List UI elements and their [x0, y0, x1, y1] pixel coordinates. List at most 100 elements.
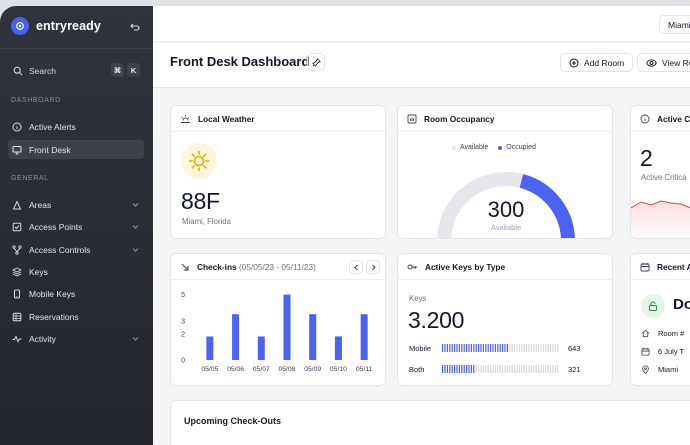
occupancy-value: 300: [487, 197, 525, 222]
chevron-down-icon[interactable]: [132, 246, 139, 253]
room-occupancy-card: Room Occupancy Available Occupied 300 Av…: [397, 105, 613, 239]
key-bar-filled: [456, 365, 458, 373]
key-bar-filled: [449, 365, 451, 373]
key-bar-empty: [545, 344, 547, 352]
key-bar-empty: [552, 365, 554, 373]
prev-week-button[interactable]: [349, 260, 363, 274]
key-bar-empty: [516, 365, 518, 373]
branch-icon: [12, 244, 22, 255]
key-bar-filled: [470, 344, 472, 352]
check-ins-range: (05/05/23 - 05/11/23): [238, 261, 316, 272]
key-bar-empty: [535, 365, 537, 373]
key-bar-empty: [550, 344, 552, 352]
pin-icon: [311, 57, 321, 67]
pulse-icon: [12, 334, 22, 343]
add-room-label: Add Room: [584, 57, 625, 68]
card-title: Upcoming Check-Outs: [184, 416, 282, 426]
card-title: Active Cri: [657, 113, 690, 124]
brand-name: entryready: [36, 19, 101, 33]
calendar-icon: [641, 347, 650, 356]
key-bar-empty: [480, 365, 482, 373]
key-bar-empty: [514, 365, 516, 373]
search-input[interactable]: Search ⌘ K: [9, 61, 142, 80]
key-bar-empty: [533, 365, 535, 373]
key-bar-empty: [518, 344, 520, 352]
pin-button[interactable]: [307, 53, 325, 71]
key-bar-empty: [550, 365, 552, 373]
sidebar-item-activity[interactable]: Activity: [8, 329, 144, 348]
key-bar-filled: [449, 344, 451, 352]
page-title: Front Desk Dashboard: [170, 54, 310, 69]
sidebar-item-access-points[interactable]: Access Points: [8, 217, 144, 236]
chevron-down-icon[interactable]: [132, 223, 139, 230]
key-bar-empty: [526, 365, 528, 373]
sidebar-item-label: Front Desk: [29, 144, 71, 155]
key-bar-filled: [444, 365, 446, 373]
map-pin-icon: [642, 365, 649, 374]
kbd-k: K: [127, 63, 140, 77]
key-bar-empty: [475, 365, 477, 373]
check-ins-title: Check-ins: [197, 261, 237, 272]
chevron-down-icon[interactable]: [132, 335, 139, 342]
chevron-down-icon[interactable]: [132, 201, 139, 208]
key-bar-empty: [521, 344, 523, 352]
key-bar-filled: [468, 344, 470, 352]
key-bar-empty: [482, 365, 484, 373]
keys-total: 3.200: [408, 307, 465, 333]
key-bar-empty: [504, 365, 506, 373]
key-bar-empty: [506, 365, 508, 373]
sidebar-item-reservations[interactable]: Reservations: [8, 307, 144, 326]
key-bar-empty: [540, 365, 542, 373]
key-bar-filled: [473, 344, 475, 352]
key-bar-filled: [487, 344, 489, 352]
sidebar-item-keys[interactable]: Keys: [8, 262, 144, 281]
key-bar-empty: [478, 365, 480, 373]
eye-icon: [646, 58, 657, 67]
key-bar-filled: [497, 344, 499, 352]
key-bar-filled: [475, 344, 477, 352]
next-week-button[interactable]: [366, 260, 380, 274]
active-critical-card: Active Cri 2 Active Critica: [630, 105, 690, 239]
key-bar-empty: [514, 344, 516, 352]
page-header: Front Desk Dashboard Add Room View Roon: [153, 43, 690, 88]
sidebar-item-active-alerts[interactable]: Active Alerts: [8, 117, 144, 136]
y-tick-label: 3: [181, 318, 185, 325]
key-bar-filled: [492, 344, 494, 352]
sidebar-item-access-controls[interactable]: Access Controls: [8, 240, 144, 259]
bar: [334, 336, 342, 360]
key-bar-empty: [538, 365, 540, 373]
add-room-button[interactable]: Add Room: [560, 53, 634, 72]
bar: [309, 314, 317, 360]
keys-label: Keys: [409, 294, 427, 303]
card-header: Active Keys by Type: [398, 254, 612, 280]
view-room-button[interactable]: View Roon: [637, 53, 690, 72]
y-tick-label: 0: [181, 358, 185, 365]
key-bar-filled: [494, 344, 496, 352]
key-bar-empty: [554, 344, 556, 352]
sidebar-item-areas[interactable]: Areas: [8, 195, 144, 214]
recent-room-row: Room #: [641, 329, 684, 338]
sidebar-item-label: Keys: [29, 266, 48, 277]
key-bar-empty: [490, 365, 492, 373]
key-bar-filled: [456, 344, 458, 352]
key-bar-filled: [446, 365, 448, 373]
location-selector[interactable]: Miami: [659, 15, 690, 34]
key-bar-filled: [454, 365, 456, 373]
key-icon: [407, 264, 417, 269]
sunrise-icon: [181, 114, 190, 123]
key-bar-filled: [499, 344, 501, 352]
sidebar-item-mobile-keys[interactable]: Mobile Keys: [8, 284, 144, 303]
card-title: Recent A: [657, 261, 690, 272]
calendar-icon: [640, 262, 650, 271]
key-bar-filled: [485, 344, 487, 352]
section-general: GENERAL: [11, 175, 49, 182]
legend-dot-available: [452, 145, 456, 150]
key-bar-empty: [538, 344, 540, 352]
collapse-sidebar-icon[interactable]: [128, 21, 140, 33]
sidebar-item-front-desk[interactable]: Front Desk: [8, 140, 144, 159]
recent-activity-card: Recent A Do Room # 6 July T Miami: [630, 253, 690, 386]
card-header: Active Cri: [631, 106, 690, 132]
brand[interactable]: entryready: [11, 17, 101, 35]
key-bar-filled: [502, 344, 504, 352]
occupancy-gauge: [437, 172, 575, 238]
